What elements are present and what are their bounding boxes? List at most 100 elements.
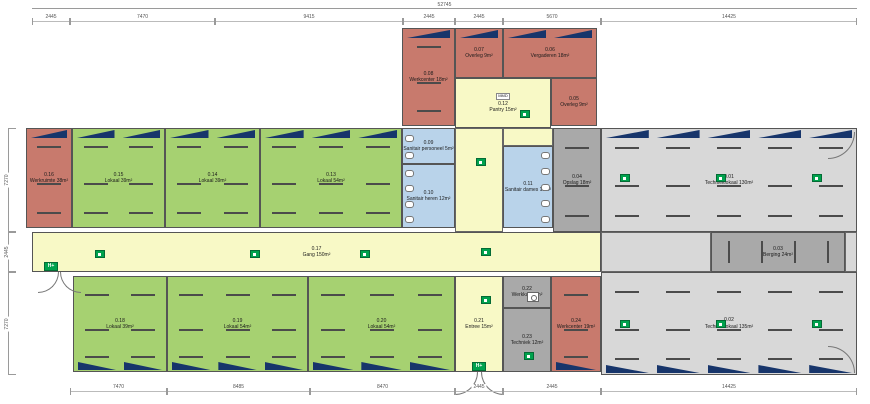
room-code: 0.01 — [724, 173, 734, 180]
furniture-line — [131, 329, 155, 331]
furniture-line — [177, 183, 202, 185]
window-symbol — [122, 130, 160, 138]
room-code: 0.09 — [423, 139, 434, 146]
window-symbol — [172, 362, 211, 370]
toilet-icon — [541, 184, 550, 191]
room-code: 0.07 — [474, 46, 484, 53]
furniture-line — [179, 293, 204, 296]
corridor-vertical — [455, 128, 503, 232]
room-code: 0.18 — [115, 317, 125, 324]
furniture-line — [793, 241, 796, 263]
room-code: 0.12 — [498, 100, 508, 107]
window-symbol — [78, 362, 116, 370]
room-label: Werkruimte 38m² — [29, 178, 69, 184]
window-symbol — [758, 365, 802, 373]
furniture-line — [767, 185, 792, 187]
furniture-line — [83, 146, 108, 149]
furniture-line — [666, 328, 691, 331]
room-vergaderen-0-06: 0.06 Vergaderen 18m² — [503, 28, 597, 78]
furniture-line — [818, 328, 843, 331]
furniture-line — [272, 211, 297, 214]
furniture-line — [271, 293, 296, 296]
window-symbol — [707, 130, 751, 138]
exit-sign-icon — [812, 320, 822, 328]
room-code: 0.10 — [423, 189, 434, 196]
toilet-icon — [405, 200, 414, 208]
room-label: Techniek 12m² — [510, 340, 544, 346]
furniture-line — [129, 146, 154, 149]
furniture-line — [83, 211, 108, 214]
exit-sign-icon — [250, 250, 260, 258]
window-symbol — [358, 130, 397, 138]
furniture-line — [818, 215, 843, 217]
room-overleg-0-07: 0.07 Overleg 9m² — [455, 28, 503, 78]
dimension-segment: 2445 — [32, 14, 70, 25]
exit-sign-icon — [524, 352, 534, 360]
room-code: 0.22 — [522, 285, 532, 292]
furniture-line — [760, 241, 763, 263]
furniture-line — [365, 183, 390, 185]
furniture-line — [417, 293, 442, 296]
dimension-segment: 8470 — [310, 384, 455, 395]
window-symbol — [508, 30, 546, 38]
furniture-line — [129, 211, 154, 214]
room-label: Overleg 9m² — [465, 53, 493, 59]
room-code: 0.04 — [572, 173, 582, 180]
dimension-segment: 7270 — [4, 272, 16, 375]
furniture-line — [717, 215, 741, 217]
room-lokaal-0-18: 0.18 Lokaal 39m² — [73, 276, 167, 372]
furniture-line — [727, 241, 730, 263]
furniture-line — [416, 46, 441, 48]
furniture-line — [666, 185, 691, 187]
toilet-icon — [541, 200, 550, 207]
furniture-line — [272, 146, 297, 149]
window-symbol — [460, 30, 498, 38]
furniture-line — [83, 183, 108, 185]
room-label: Sanitair personeel 5m² — [403, 146, 454, 152]
furniture-line — [767, 215, 792, 217]
dimension-segment: 2445 — [455, 384, 503, 395]
furniture-line — [179, 356, 204, 359]
furniture-line — [565, 215, 589, 217]
corridor-stub — [503, 128, 553, 146]
toilet-icon — [541, 168, 550, 175]
window-symbol — [409, 362, 450, 370]
room-code: 0.11 — [523, 180, 533, 187]
dimension-segment: 2445 — [455, 14, 503, 25]
washer-icon — [527, 292, 539, 302]
window-symbol — [31, 130, 67, 138]
exit-sign-icon — [360, 250, 370, 258]
furniture-line — [615, 215, 640, 217]
exit-sign-icon — [812, 174, 822, 182]
room-lokaal-0-15: 0.15 Lokaal 39m² — [72, 128, 165, 228]
furniture-line — [416, 110, 441, 112]
room-code: 0.24 — [571, 317, 581, 324]
furniture-line — [615, 185, 640, 187]
furniture-line — [417, 329, 442, 331]
window-symbol — [554, 30, 592, 38]
room-code: 0.13 — [326, 171, 336, 178]
furniture-line — [131, 293, 155, 296]
room-lokaal-0-13: 0.13 Lokaal 54m² — [260, 128, 402, 228]
furniture-line — [365, 146, 390, 149]
toilet-icon — [405, 185, 414, 193]
room-opslag-0-04: 0.04 Opslag 18m² — [553, 128, 601, 232]
furniture-line — [564, 293, 588, 296]
dimension-segment: 5670 — [503, 14, 601, 25]
room-code: 0.16 — [44, 171, 54, 178]
toilet-icon — [541, 216, 550, 223]
technical-access-strip — [601, 232, 711, 272]
room-techniek-0-23: 0.23 Techniek 12m² — [503, 308, 551, 372]
furniture-line — [319, 211, 343, 214]
door-arc — [38, 272, 59, 293]
room-label: Opslag 18m² — [562, 180, 592, 186]
toilet-icon — [405, 134, 414, 142]
dimension-segment: 7470 — [70, 14, 215, 25]
furniture-line — [271, 356, 296, 359]
furniture-line — [225, 293, 250, 296]
room-label: Lokaal 39m² — [104, 178, 133, 184]
furniture-line — [666, 147, 691, 149]
furniture-line — [818, 185, 843, 187]
furniture-line — [37, 183, 61, 185]
furniture-line — [767, 328, 792, 331]
